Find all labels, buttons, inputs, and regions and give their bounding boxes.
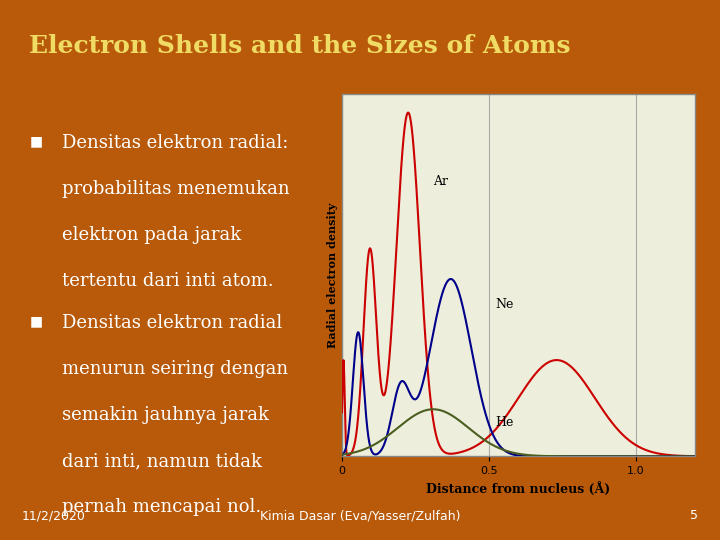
- Text: Kimia Dasar (Eva/Yasser/Zulfah): Kimia Dasar (Eva/Yasser/Zulfah): [260, 509, 460, 522]
- Text: semakin jauhnya jarak: semakin jauhnya jarak: [62, 406, 269, 424]
- Text: probabilitas menemukan: probabilitas menemukan: [62, 180, 289, 198]
- Text: 11/2/2020: 11/2/2020: [22, 509, 86, 522]
- Text: Electron Shells and the Sizes of Atoms: Electron Shells and the Sizes of Atoms: [29, 34, 570, 58]
- Text: elektron pada jarak: elektron pada jarak: [62, 226, 241, 244]
- Text: Densitas elektron radial:: Densitas elektron radial:: [62, 134, 288, 152]
- Text: tertentu dari inti atom.: tertentu dari inti atom.: [62, 272, 274, 290]
- Text: ■: ■: [30, 134, 43, 149]
- Text: 5: 5: [690, 509, 698, 522]
- Y-axis label: Radial electron density: Radial electron density: [327, 202, 338, 348]
- Text: menurun seiring dengan: menurun seiring dengan: [62, 360, 288, 378]
- Text: ■: ■: [30, 314, 43, 328]
- Text: pernah mencapai nol.: pernah mencapai nol.: [62, 498, 261, 516]
- Text: He: He: [495, 416, 513, 429]
- Text: Densitas elektron radial: Densitas elektron radial: [62, 314, 282, 332]
- X-axis label: Distance from nucleus (Å): Distance from nucleus (Å): [426, 482, 611, 496]
- Text: dari inti, namun tidak: dari inti, namun tidak: [62, 452, 262, 470]
- Text: Ar: Ar: [433, 175, 448, 188]
- Text: Ne: Ne: [495, 298, 513, 311]
